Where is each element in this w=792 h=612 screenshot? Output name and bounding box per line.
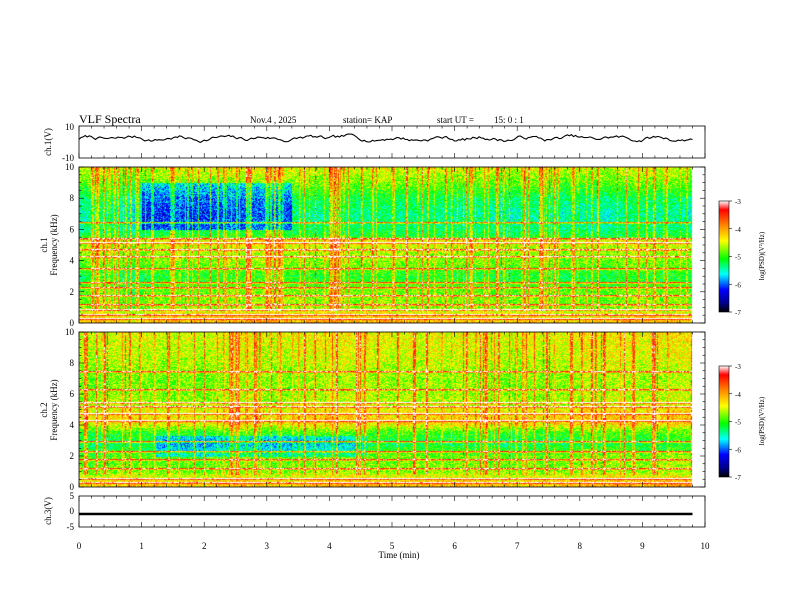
time-tick-label: 9: [640, 541, 645, 551]
colorbar-tick-label: -3: [735, 198, 741, 206]
ch3-waveform-panel: ch.3(V) 5 0 -5 0 1 2 3 4 5 6 7 8 9 10 Time (min): [43, 491, 710, 560]
time-tick-label: 3: [265, 541, 270, 551]
freq-tick-label: 8: [70, 193, 75, 203]
freq-tick-label: 6: [70, 389, 75, 399]
ch3-signal-band: [79, 512, 693, 516]
time-tick-label: 6: [452, 541, 457, 551]
time-tick-label: 10: [701, 541, 711, 551]
ch1-colorbar-label: log(PSD)(V²/Hz): [758, 231, 766, 280]
time-tick-label: 1: [139, 541, 144, 551]
freq-tick-label: 4: [70, 420, 75, 430]
time-tick-label: 0: [77, 541, 82, 551]
start-ut-label: start UT =: [437, 115, 474, 125]
ch1-ytick-bottom: -10: [62, 153, 74, 163]
figure-title: VLF Spectra: [79, 112, 141, 126]
time-tick-label: 4: [327, 541, 332, 551]
ch3-ytick-bottom: -5: [67, 522, 75, 532]
ch3-ytick-top: 5: [70, 491, 75, 501]
freq-tick-label: 6: [70, 224, 75, 234]
start-time-value: 15: 0 : 1: [494, 115, 524, 125]
ch1-spec-ylabel-channel: ch.1: [39, 237, 49, 252]
ch1-colorbar: -3 -4 -5 -6 -7 log(PSD)(V²/Hz): [718, 198, 766, 317]
freq-tick-label: 0: [70, 318, 75, 328]
date-label: Nov.4 , 2025: [250, 115, 297, 125]
time-axis-label: Time (min): [379, 550, 420, 560]
freq-tick-label: 10: [65, 162, 75, 172]
time-tick-label: 8: [578, 541, 583, 551]
ch2-colorbar: -3 -4 -5 -6 -7 log(PSD)(V²/Hz): [718, 363, 766, 482]
freq-tick-label: 10: [65, 327, 75, 337]
colorbar-tick-label: -6: [735, 281, 741, 289]
ch1-ylabel: ch.1(V): [43, 128, 53, 156]
ch3-ytick-mid: 0: [70, 506, 75, 516]
ch2-spec-ylabel-channel: ch.2: [39, 402, 49, 417]
ch1-spectrogram-image: [79, 167, 705, 323]
colorbar-tick-label: -6: [735, 446, 741, 454]
station-label: station= KAP: [343, 115, 392, 125]
freq-tick-label: 4: [70, 256, 75, 266]
time-tick-label: 2: [202, 541, 207, 551]
colorbar-tick-label: -5: [735, 419, 741, 427]
freq-tick-label: 2: [70, 287, 75, 297]
ch2-spectrogram-image: [79, 332, 705, 487]
colorbar-tick-label: -5: [735, 254, 741, 262]
ch1-ytick-top: 10: [65, 122, 75, 132]
colorbar-tick-label: -7: [735, 309, 741, 317]
ch2-colorbar-label: log(PSD)(V²/Hz): [758, 396, 766, 445]
freq-tick-label: 0: [70, 482, 75, 492]
ch1-waveform-line: [78, 133, 693, 144]
ch1-waveform-panel: ch.1(V) 10 -10: [43, 122, 706, 163]
time-tick-label: 5: [390, 541, 395, 551]
colorbar-tick-label: -4: [735, 391, 741, 399]
ch2-spec-ylabel-frequency: Frequency (kHz): [49, 379, 59, 440]
ch3-ylabel: ch.3(V): [43, 497, 53, 525]
time-tick-label: 7: [515, 541, 520, 551]
colorbar-tick-label: -4: [735, 226, 741, 234]
ch1-spectrogram-panel: ch.1 Frequency (kHz) 0 2 4 6 8 10: [39, 162, 706, 328]
freq-tick-label: 2: [70, 451, 75, 461]
freq-tick-label: 8: [70, 358, 75, 368]
colorbar-tick-label: -3: [735, 363, 741, 371]
ch1-spec-ylabel-frequency: Frequency (kHz): [49, 214, 59, 275]
ch2-spectrogram-panel: ch.2 Frequency (kHz) 0 2 4 6 8 10: [39, 327, 706, 492]
colorbar-tick-label: -7: [735, 474, 741, 482]
